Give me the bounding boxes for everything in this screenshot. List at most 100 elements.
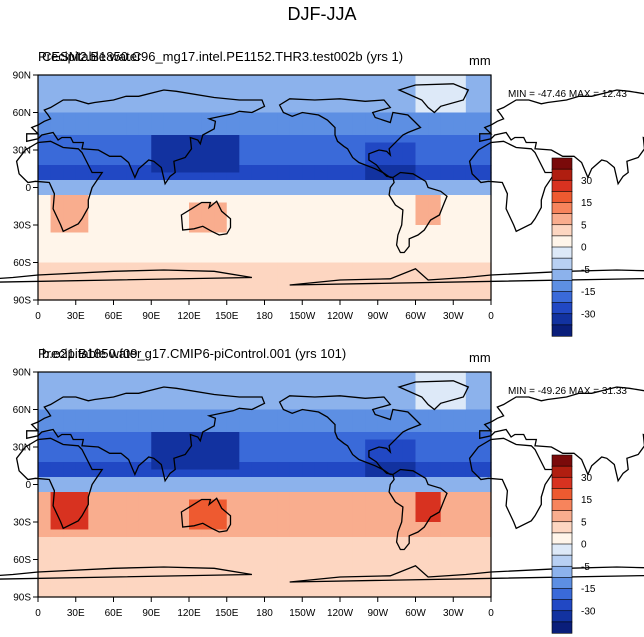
field-cell [251, 232, 266, 241]
colorbar-swatch [551, 499, 573, 512]
field-cell [214, 484, 228, 493]
field-cell [226, 112, 240, 121]
field-cell [100, 255, 115, 264]
field-cell [327, 217, 341, 226]
field-cell [340, 499, 354, 508]
field-cell [352, 75, 366, 84]
field-cell [415, 439, 429, 448]
field-cell [365, 379, 379, 388]
field-cell [365, 225, 379, 234]
field-cell [75, 135, 89, 144]
field-cell [377, 589, 391, 598]
field-cell [327, 387, 341, 396]
field-cell [88, 120, 102, 129]
field-cell [38, 447, 52, 456]
field-cell [100, 105, 115, 114]
field-cell [440, 432, 454, 441]
field-cell [352, 462, 366, 471]
field-cell [50, 90, 64, 99]
field-cell [277, 559, 291, 568]
field-cell [415, 187, 429, 196]
field-cell [365, 292, 379, 301]
field-cell [302, 285, 316, 294]
field-cell [163, 514, 178, 523]
field-cell [138, 120, 152, 129]
field-cell [277, 135, 291, 144]
field-cell [50, 529, 64, 538]
field-cell [126, 522, 140, 531]
field-cell [302, 277, 316, 286]
field-cell [340, 75, 354, 84]
field-cell [113, 217, 127, 226]
field-cell [176, 277, 190, 286]
field-cell [264, 469, 278, 478]
field-cell [63, 447, 77, 456]
field-cell [151, 292, 165, 301]
field-cell [100, 409, 115, 418]
field-cell [100, 447, 115, 456]
field-cell [402, 432, 417, 441]
field-cell [377, 499, 391, 508]
lat-tick-label: 60N [13, 405, 31, 416]
field-cell [277, 439, 291, 448]
field-cell [113, 105, 127, 114]
field-cell [289, 270, 303, 279]
field-cell [88, 574, 102, 583]
field-cell [377, 582, 391, 591]
field-cell [214, 499, 228, 508]
field-cell [428, 552, 442, 561]
field-cell [50, 582, 64, 591]
field-cell [277, 142, 291, 151]
field-cell [214, 127, 228, 136]
field-cell [251, 469, 266, 478]
field-cell [327, 544, 341, 553]
lon-tick-label: 90E [142, 311, 160, 322]
field-cell [327, 417, 341, 426]
field-cell [151, 202, 165, 211]
field-cell [277, 105, 291, 114]
field-cell [201, 417, 215, 426]
field-cell [453, 255, 467, 264]
field-cell [214, 225, 228, 234]
field-cell [113, 75, 127, 84]
field-cell [314, 90, 329, 99]
field-cell [251, 559, 266, 568]
colorbar-swatch [551, 291, 573, 304]
field-cell [377, 544, 391, 553]
field-cell [201, 210, 215, 219]
field-cell [478, 157, 492, 166]
field-cell [63, 409, 77, 418]
field-cell [314, 195, 329, 204]
field-cell [189, 559, 203, 568]
field-cell [138, 157, 152, 166]
field-cell [277, 112, 291, 121]
field-cell [151, 217, 165, 226]
field-cell [390, 75, 404, 84]
field-cell [340, 97, 354, 106]
field-cell [465, 402, 480, 411]
field-cell [264, 387, 278, 396]
field-cell [478, 270, 492, 279]
field-cell [390, 454, 404, 463]
field-cell [138, 75, 152, 84]
field-cell [201, 582, 215, 591]
field-cell [239, 120, 253, 129]
field-cell [138, 285, 152, 294]
field-cell [277, 75, 291, 84]
field-cell [113, 372, 127, 381]
field-cell [189, 157, 203, 166]
field-cell [75, 240, 89, 249]
field-cell [465, 142, 480, 151]
field-cell [352, 454, 366, 463]
field-cell [415, 75, 429, 84]
field-cell [226, 402, 240, 411]
field-cell [289, 462, 303, 471]
field-cell [75, 477, 89, 486]
field-cell [63, 432, 77, 441]
field-cell [465, 409, 480, 418]
field-cell [100, 559, 115, 568]
field-cell [302, 105, 316, 114]
field-cell [428, 292, 442, 301]
field-cell [327, 522, 341, 531]
field-cell [176, 514, 190, 523]
